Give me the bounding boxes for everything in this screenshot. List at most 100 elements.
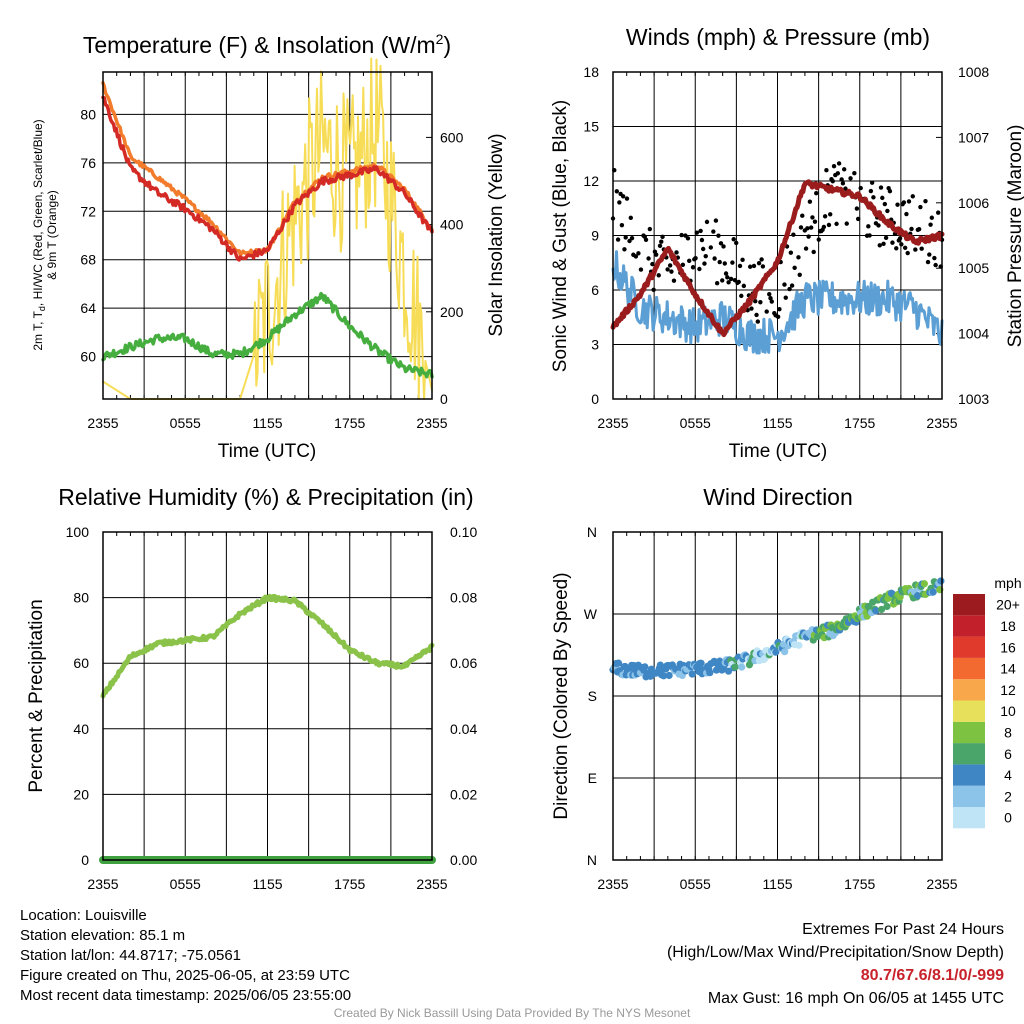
- info-created: Figure created on Thu, 2025-06-05, at 23…: [20, 967, 350, 984]
- gust-point: [753, 299, 758, 304]
- gust-point: [777, 306, 782, 312]
- gust-point: [756, 261, 762, 266]
- y-tick-label: 9: [591, 228, 599, 244]
- colorbar-label: 2: [1004, 788, 1012, 804]
- y2-tick-label: 200: [440, 304, 464, 320]
- gust-point: [791, 232, 796, 237]
- y2-tick-label: 0.04: [450, 721, 477, 737]
- temp-ylabel: 2m T, Td, HI/WC (Red, Green, Scarlet/Blu…: [31, 119, 47, 350]
- gust-point: [928, 222, 933, 227]
- temp-2m-line: [101, 95, 434, 262]
- gust-point: [651, 287, 656, 292]
- x-tick-label: 1755: [334, 876, 365, 892]
- gust-point: [895, 202, 900, 207]
- colorbar-label: 20+: [996, 597, 1020, 613]
- gust-point: [810, 215, 815, 220]
- gust-point: [737, 263, 743, 269]
- gust-point: [932, 255, 937, 261]
- gust-point: [882, 201, 888, 207]
- y-tick-label: 76: [80, 155, 96, 171]
- gust-point: [909, 226, 914, 232]
- gust-point: [646, 256, 651, 261]
- credit-line: Created By Nick Bassill Using Data Provi…: [333, 1006, 691, 1020]
- direction-point: [914, 591, 922, 600]
- gust-point: [656, 273, 661, 278]
- gust-point: [713, 218, 719, 223]
- colorbar-swatch: [953, 594, 985, 616]
- gust-point: [852, 170, 857, 176]
- gust-point: [680, 262, 686, 268]
- colorbar-label: 16: [1000, 639, 1016, 655]
- direction-point: [731, 663, 739, 671]
- gust-point: [694, 230, 700, 235]
- y-tick-label: 0: [591, 391, 599, 407]
- gust-point: [797, 272, 802, 277]
- gust-point: [828, 212, 833, 217]
- y2-tick-label: 0.06: [450, 655, 477, 671]
- gust-point: [796, 255, 801, 260]
- y-tick-label: 60: [80, 349, 96, 365]
- y-tick-label: 68: [80, 252, 96, 268]
- gust-point: [834, 221, 839, 227]
- x-tick-label: 1155: [762, 415, 792, 431]
- plot-border: [102, 71, 433, 400]
- gust-point: [841, 167, 847, 172]
- y2-tick-label: 1003: [958, 391, 989, 407]
- wind-line: [611, 250, 944, 355]
- gust-point: [916, 226, 922, 232]
- temp-panel: 60 64 68 72 76 80 0 200 400 600 2355 0555 1155 1755 23…: [80, 57, 464, 431]
- y-tick-label: 60: [73, 655, 89, 671]
- direction-point: [697, 659, 705, 667]
- direction-point: [724, 667, 733, 675]
- gust-point: [740, 257, 745, 263]
- gust-point: [700, 246, 706, 252]
- gust-point: [627, 238, 632, 244]
- y-tick-label: 80: [73, 590, 89, 606]
- gust-point: [887, 188, 893, 194]
- gust-point: [703, 253, 708, 259]
- gust-point: [697, 266, 702, 272]
- temp-ylabel-right: Solar Insolation (Yellow): [486, 133, 507, 336]
- extremes-heading: Extremes For Past 24 Hours: [802, 921, 1004, 938]
- gust-point: [826, 222, 832, 228]
- y2-tick-label: 1006: [958, 195, 989, 211]
- gust-point: [720, 278, 725, 283]
- x-tick-label: 2355: [87, 415, 118, 431]
- x-tick-label: 0555: [680, 876, 711, 892]
- gust-point: [674, 250, 679, 255]
- temp-ylabel-line2: & 9m T (Orange): [45, 190, 59, 280]
- direction-point: [614, 659, 623, 667]
- gust-point: [698, 228, 703, 234]
- gust-point: [624, 196, 630, 201]
- gust-point: [923, 198, 928, 204]
- gust-point: [808, 225, 814, 230]
- gust-point: [657, 243, 663, 249]
- gust-point: [848, 176, 853, 181]
- x-tick-label: 0555: [170, 876, 201, 892]
- y2-tick-label: 1004: [958, 326, 989, 342]
- x-tick-label: 2355: [597, 415, 628, 431]
- gust-point: [659, 239, 664, 244]
- gust-point: [867, 233, 872, 238]
- extremes-subheading: (High/Low/Max Wind/Precipitation/Snow De…: [666, 944, 1004, 961]
- rh-panel: 0 20 40 60 80 100 0.00 0.02 0.04 0.06 0.08 0.10 2355…: [66, 524, 478, 892]
- rh-line: [100, 593, 435, 699]
- direction-point: [883, 602, 891, 611]
- y-tick-label: 64: [80, 300, 96, 316]
- direction-point: [872, 607, 880, 615]
- gust-point: [712, 256, 717, 261]
- gust-point: [803, 246, 809, 251]
- gust-point: [653, 252, 659, 257]
- gust-point: [679, 232, 684, 238]
- gust-point: [831, 164, 837, 169]
- gust-point: [775, 314, 781, 320]
- colorbar-label: 10: [1000, 703, 1016, 719]
- y-tick-label: E: [588, 770, 597, 786]
- gust-point: [619, 222, 625, 228]
- colorbar-label: 4: [1004, 767, 1012, 783]
- direction-point: [641, 663, 649, 671]
- gust-point: [894, 246, 899, 251]
- gust-point: [910, 194, 915, 199]
